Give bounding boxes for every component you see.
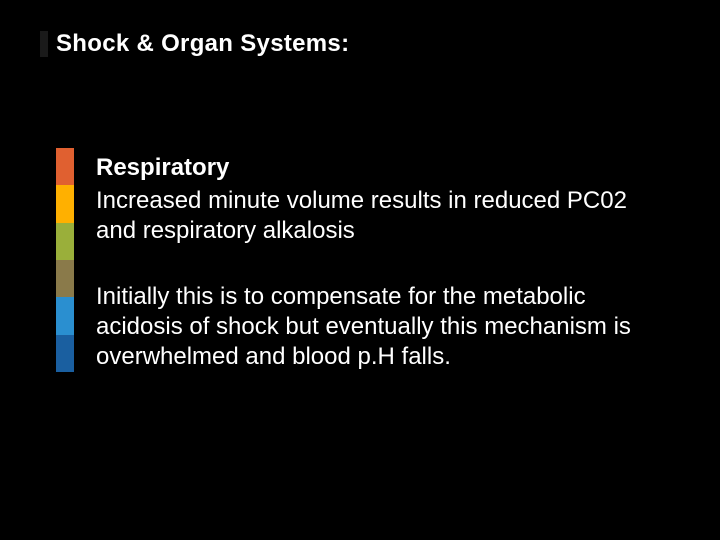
accent-seg-2 — [56, 223, 74, 260]
title-row: Shock & Organ Systems: — [40, 30, 680, 58]
accent-bar-icon — [56, 148, 74, 372]
content-area: Respiratory Increased minute volume resu… — [40, 148, 680, 372]
accent-seg-1 — [56, 185, 74, 222]
accent-seg-4 — [56, 297, 74, 334]
paragraph-1: Increased minute volume results in reduc… — [96, 186, 636, 246]
accent-seg-3 — [56, 260, 74, 297]
accent-seg-5 — [56, 335, 74, 372]
title-marker-icon — [40, 31, 48, 57]
paragraph-2: Initially this is to compensate for the … — [96, 282, 636, 372]
body-text: Respiratory Increased minute volume resu… — [96, 148, 636, 372]
sub-heading: Respiratory — [96, 154, 636, 182]
accent-seg-0 — [56, 148, 74, 185]
slide: Shock & Organ Systems: Respiratory Incre… — [0, 0, 720, 540]
slide-title: Shock & Organ Systems: — [56, 30, 349, 58]
